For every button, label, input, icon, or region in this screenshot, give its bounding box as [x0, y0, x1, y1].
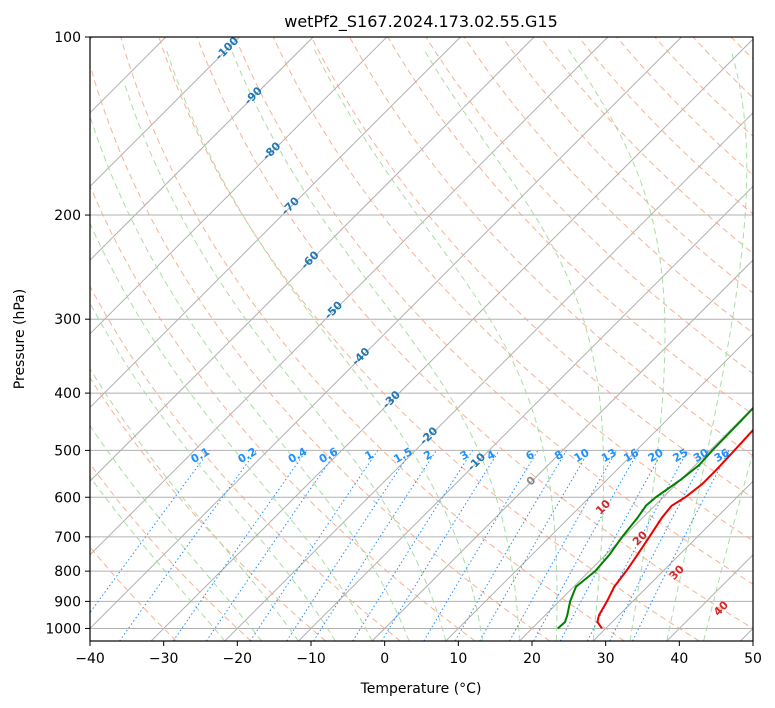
- isotherm-line: [90, 37, 314, 261]
- y-tick-label: 900: [54, 594, 81, 610]
- moist-adiabat-line: [313, 49, 558, 641]
- y-axis: 100 200 300 400 500 600 700 800 900 1000: [45, 30, 90, 637]
- x-tick-label: −10: [296, 651, 326, 667]
- moist-adiabat-line: [703, 450, 753, 641]
- mixing-ratio-line: [509, 450, 618, 641]
- dry-adiabat-line: [616, 37, 753, 176]
- y-tick-label: 1000: [45, 621, 81, 637]
- dry-adiabat-line: [463, 37, 753, 334]
- isotherm-line: [90, 37, 240, 188]
- y-tick-label: 100: [54, 30, 81, 46]
- isotherm-line: [445, 333, 753, 641]
- dry-adiabat-line: [234, 37, 753, 585]
- mixing-ratio-line: [559, 450, 664, 641]
- y-tick-label: 400: [54, 386, 81, 402]
- dry-adiabat-line: [310, 37, 753, 499]
- dry-adiabat-line: [90, 463, 252, 641]
- dry-adiabat-line: [90, 285, 401, 641]
- background-lines: [90, 37, 775, 641]
- moist-adiabat-line: [90, 367, 299, 641]
- x-tick-label: 30: [597, 651, 615, 667]
- series-layer: [557, 406, 753, 630]
- dry-adiabat-line: [501, 37, 753, 294]
- isotherm-line: [150, 38, 753, 641]
- moist-adiabat-line: [666, 49, 748, 641]
- x-tick-label: 10: [449, 651, 467, 667]
- x-tick-label: 20: [523, 651, 541, 667]
- x-tick-label: −20: [223, 651, 253, 667]
- mixing-ratio-line: [454, 450, 568, 641]
- x-axis-title: Temperature (°C): [360, 681, 482, 697]
- isotherm-line: [90, 37, 609, 556]
- mixing-ratio-line: [119, 450, 257, 641]
- isotherm-line: [90, 37, 388, 335]
- dry-adiabat-line: [387, 37, 753, 416]
- plot-frame: [89, 36, 754, 642]
- x-axis: −40 −30 −20 −10 0 10 20 30 40 50: [75, 641, 762, 667]
- moist-adiabat-line: [165, 49, 484, 641]
- moist-adiabat-line: [90, 222, 373, 641]
- isotherm-line: [371, 259, 753, 641]
- moist-adiabat-line: [568, 49, 666, 641]
- isotherm-line: [90, 37, 461, 409]
- y-tick-label: 700: [54, 530, 81, 546]
- x-tick-label: −30: [149, 651, 179, 667]
- y-axis-title: Pressure (hPa): [12, 289, 28, 389]
- dewpoint-line: [557, 406, 753, 630]
- y-tick-label: 800: [54, 564, 81, 580]
- isotherm-line: [90, 37, 535, 482]
- mixing-ratio-line: [90, 450, 210, 614]
- dry-adiabat-line: [578, 37, 753, 215]
- dry-adiabat-line: [158, 37, 700, 641]
- moist-adiabat-line: [124, 83, 447, 641]
- y-tick-label: 200: [54, 208, 81, 224]
- x-tick-label: 40: [670, 651, 688, 667]
- mixing-ratio-line: [423, 450, 539, 641]
- mixing-ratio-line: [313, 450, 437, 641]
- mixing-ratio-line: [206, 450, 338, 641]
- isotherm-line: [224, 112, 753, 641]
- plot-background: [90, 37, 753, 641]
- y-tick-label: 500: [54, 443, 81, 459]
- dry-adiabat-line: [349, 37, 753, 457]
- x-tick-label: −40: [75, 651, 105, 667]
- moist-adiabat-line: [90, 114, 410, 641]
- dry-adiabat-line: [120, 37, 625, 641]
- dry-adiabat-line: [90, 63, 551, 641]
- y-tick-label: 600: [54, 490, 81, 506]
- mixing-ratio-line: [533, 450, 640, 641]
- moist-adiabat-line: [423, 49, 605, 641]
- temperature-line: [596, 428, 753, 630]
- x-tick-label: 50: [744, 651, 762, 667]
- dry-adiabat-line: [769, 37, 775, 641]
- mixing-ratio-line: [381, 450, 500, 641]
- chart-title: wetPf2_S167.2024.173.02.55.G15: [284, 12, 558, 32]
- mixing-ratio-labels: 0.1 0.2 0.4 0.6 1 1.5 2 3 4 6 8 10 13 16 20 25 30 36: [189, 445, 732, 466]
- moist-adiabat-line: [90, 424, 263, 641]
- mixing-ratio-line: [352, 450, 474, 641]
- moist-adiabat-line: [90, 302, 336, 641]
- mixing-ratio-line: [479, 450, 590, 641]
- x-tick-label: 0: [380, 651, 389, 667]
- isotherm-line: [592, 480, 753, 641]
- moist-adiabat-line: [230, 49, 520, 641]
- y-tick-label: 300: [54, 312, 81, 328]
